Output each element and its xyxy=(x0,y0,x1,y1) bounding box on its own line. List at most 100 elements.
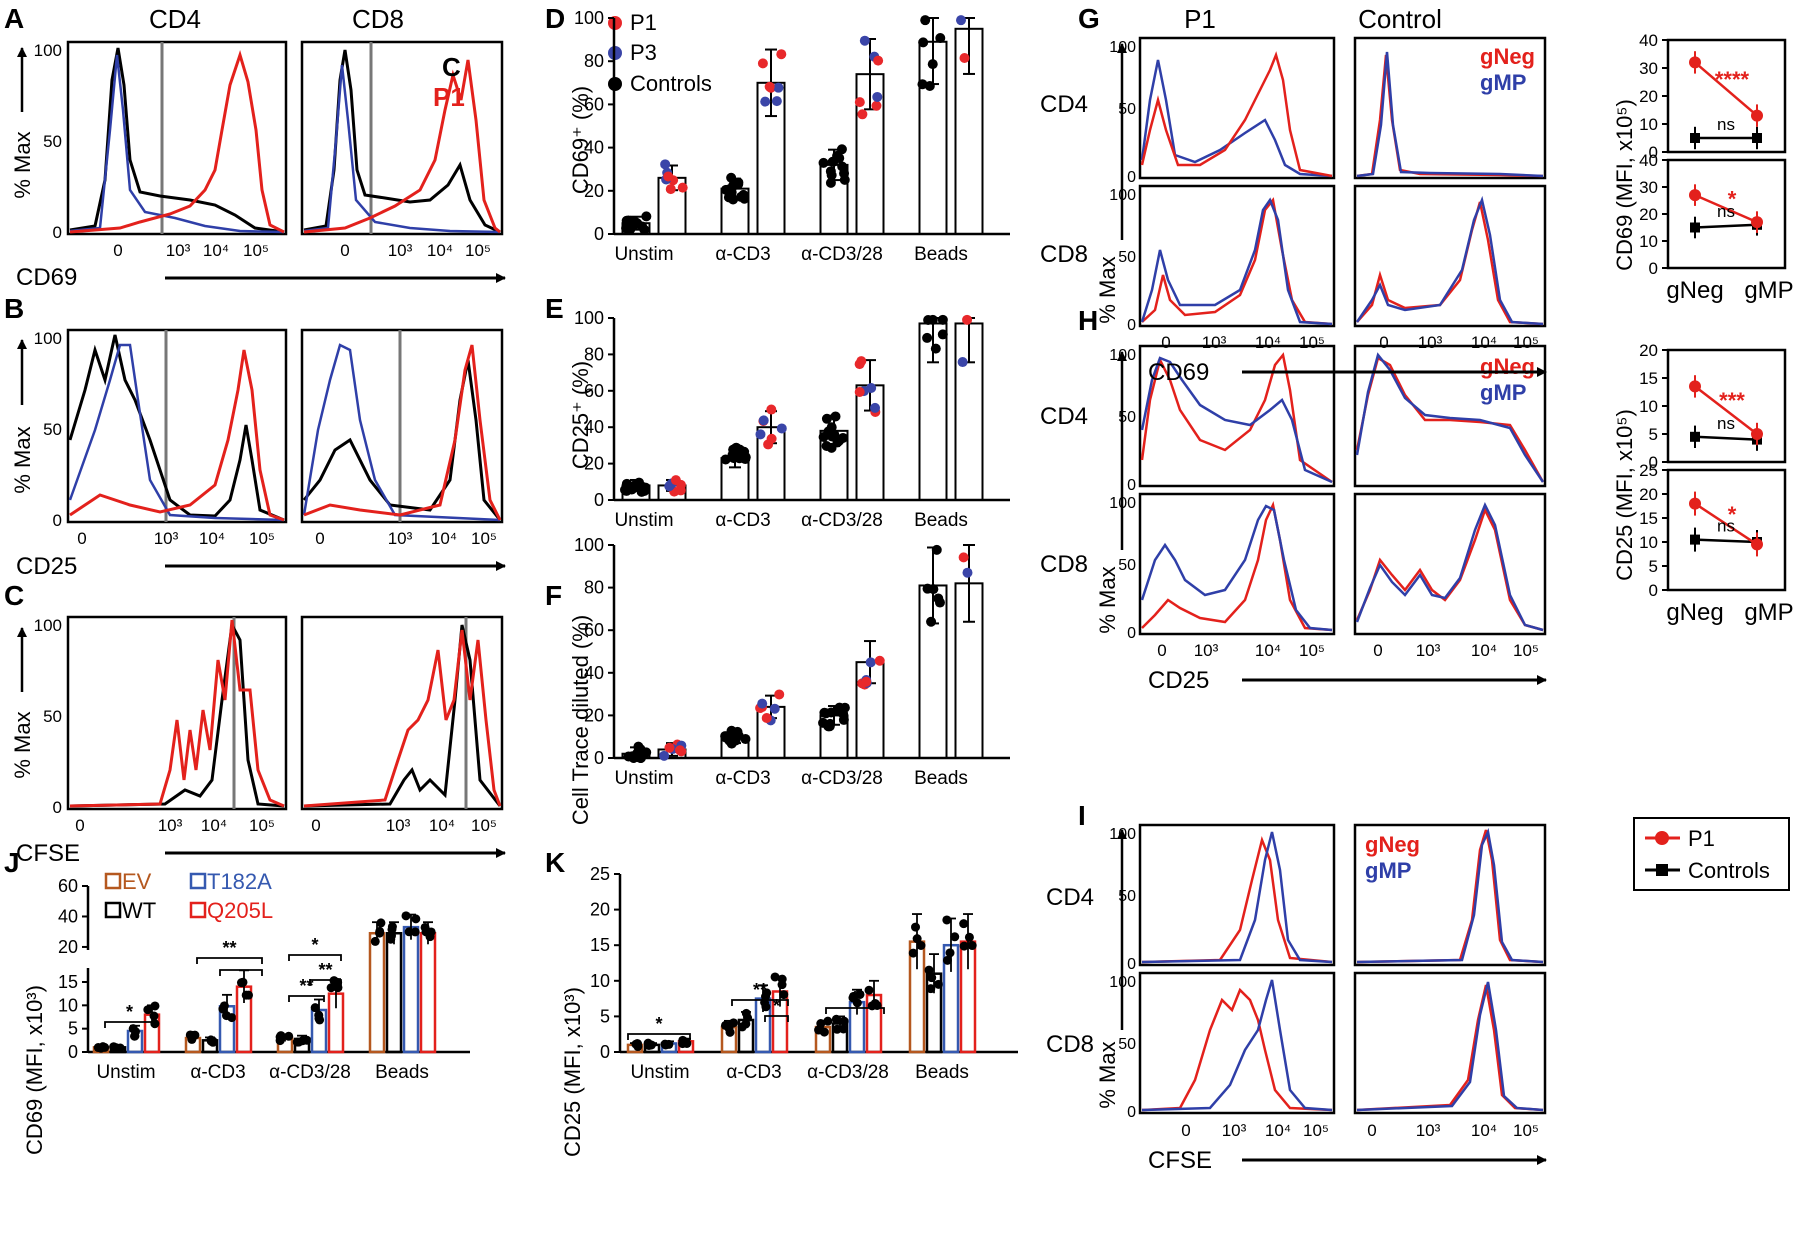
chart-f-ytick-label: 100 xyxy=(574,535,604,555)
chart-f-category-label: α-CD3/28 xyxy=(801,768,883,789)
chart-k-data-point xyxy=(924,965,934,975)
def-legend-controls: Controls xyxy=(630,71,712,96)
ytick-h2-100: 100 xyxy=(1109,495,1136,512)
chart-d-ytick-label: 0 xyxy=(594,224,604,244)
xtick-b-cd4-0: 0 xyxy=(77,529,86,548)
chart-g-ns-label: ns xyxy=(1717,202,1735,221)
chart-k-data-point xyxy=(779,990,789,1000)
chart-e-data-point xyxy=(776,423,787,434)
chart-d-data-point xyxy=(630,217,641,228)
hist-h-p1-cd8-gneg xyxy=(1141,501,1333,632)
chart-j-data-point xyxy=(130,1027,140,1037)
xtitle-g: CD69 xyxy=(1148,359,1209,386)
xtick-c-cd4-0: 0 xyxy=(75,816,84,835)
chart-e-data-point xyxy=(626,484,637,495)
chart-f-data-point xyxy=(838,714,849,725)
ytitle-h: % Max xyxy=(1095,566,1120,633)
ytitle-e: CD25⁺ (%) xyxy=(568,361,593,469)
hist-i-ctrl-cd8-frame xyxy=(1353,971,1547,1115)
xtick-b-cd8-0: 0 xyxy=(315,529,324,548)
chart-f-data-point xyxy=(874,655,885,666)
ytick-g1-100: 100 xyxy=(1109,39,1136,56)
xtick-b-cd4-3: 10³ xyxy=(154,529,179,548)
chart-e-data-point xyxy=(927,314,938,325)
chart-d-data-point xyxy=(764,81,775,92)
chart-k-data-point xyxy=(831,1014,841,1024)
ytick-h2-50: 50 xyxy=(1118,557,1136,574)
chart-f-data-point xyxy=(769,703,780,714)
hist-a-cd4-frame xyxy=(66,40,288,236)
ytick-a-100: 100 xyxy=(34,41,62,60)
chart-k-data-point xyxy=(681,1037,691,1047)
chart-f-category-label: Beads xyxy=(914,768,968,789)
xtick-i-p1-3: 10³ xyxy=(1222,1121,1247,1140)
xtick-b-cd8-3: 10³ xyxy=(388,529,413,548)
hist-a-cd4-p1 xyxy=(69,50,285,234)
xtick-b-cd8-4: 10⁴ xyxy=(431,529,457,548)
xtick-h-ctrl-3: 10³ xyxy=(1416,641,1441,660)
chart-j-data-point xyxy=(386,931,396,941)
hist-a-cd4-blue xyxy=(69,54,285,234)
ytick-b-50: 50 xyxy=(43,420,62,439)
chart-h-p1-point xyxy=(1751,428,1763,440)
legend-i-gmp: gMP xyxy=(1365,858,1411,883)
panel-letter-c: C xyxy=(4,580,24,611)
chart-k-data-point xyxy=(660,1039,670,1049)
chart-d-ytick-label: 40 xyxy=(584,138,604,158)
chart-k-data-point xyxy=(964,932,974,942)
chart-j-data-point xyxy=(206,1036,216,1046)
chart-k-category-label: Unstim xyxy=(630,1062,689,1083)
chart-d-data-point xyxy=(956,15,967,26)
chart-j-data-point xyxy=(326,983,336,993)
chart-d-data-point xyxy=(720,184,731,195)
hist-c-cd8-control xyxy=(303,624,502,808)
chart-d-data-point xyxy=(935,32,946,43)
chart-f-ytick-label: 20 xyxy=(584,705,604,725)
chart-j-data-point xyxy=(315,1015,325,1025)
chart-d-data-point xyxy=(859,35,870,46)
chart-j-sig-label: ** xyxy=(299,976,313,996)
jk-legend-ev-box xyxy=(104,872,122,890)
chart-j-data-point xyxy=(421,927,431,937)
ytick-h1-50: 50 xyxy=(1118,409,1136,426)
chart-h-ytick-label: 15 xyxy=(1639,509,1658,528)
hist-i-ctrl-cd8-gmp xyxy=(1356,981,1544,1112)
hist-i-ctrl-cd4-gneg xyxy=(1356,829,1544,964)
chart-g-frame xyxy=(1666,38,1787,154)
ghi-line-legend-controls: Controls xyxy=(1688,858,1770,883)
chart-f-data-point xyxy=(659,750,670,761)
xtick-h-p1-5: 10⁵ xyxy=(1299,641,1325,660)
chart-k-data-point xyxy=(926,984,936,994)
chart-k-sig-bracket xyxy=(764,1015,789,1022)
ytitle-i: % Max xyxy=(1095,1041,1120,1108)
chart-d-ytick-label: 80 xyxy=(584,51,604,71)
chart-k-data-point xyxy=(959,941,969,951)
ytick-g2-50: 50 xyxy=(1118,249,1136,266)
jk-legend-q205l-box xyxy=(189,901,207,919)
chart-k-data-point xyxy=(743,1013,753,1023)
chart-k-data-point xyxy=(950,932,960,942)
chart-h-p1-point xyxy=(1751,538,1763,551)
hist-g-ctrl-cd4-gmp xyxy=(1356,51,1544,178)
chart-j-sig-bracket xyxy=(219,969,263,976)
chart-k-data-point xyxy=(737,1022,747,1032)
chart-k-sig-label: * xyxy=(655,1014,662,1034)
ytick-h1-100: 100 xyxy=(1109,347,1136,364)
ytick-i2-100: 100 xyxy=(1109,974,1136,991)
chart-g-p1-point xyxy=(1689,189,1701,202)
chart-e-data-point xyxy=(854,386,865,397)
chart-e-data-point xyxy=(734,444,745,455)
chart-k-data-point xyxy=(633,1042,643,1052)
legend-g-gneg: gNeg xyxy=(1480,44,1535,69)
hist-i-ctrl-cd4-gmp xyxy=(1356,827,1544,964)
ghi-line-legend-p1-marker xyxy=(1655,831,1669,845)
chart-d-data-point xyxy=(621,223,632,234)
xtick-c-cd4-3: 10³ xyxy=(158,816,183,835)
xtick-a-cd4-4: 10⁴ xyxy=(203,241,229,260)
ytick-b-0: 0 xyxy=(53,511,62,530)
chart-k-data-point xyxy=(942,915,952,925)
xtick-a-cd8-5: 10⁵ xyxy=(465,241,491,260)
hist-g-ctrl-cd8-gmp xyxy=(1355,195,1544,326)
chart-d-data-point xyxy=(773,82,784,93)
